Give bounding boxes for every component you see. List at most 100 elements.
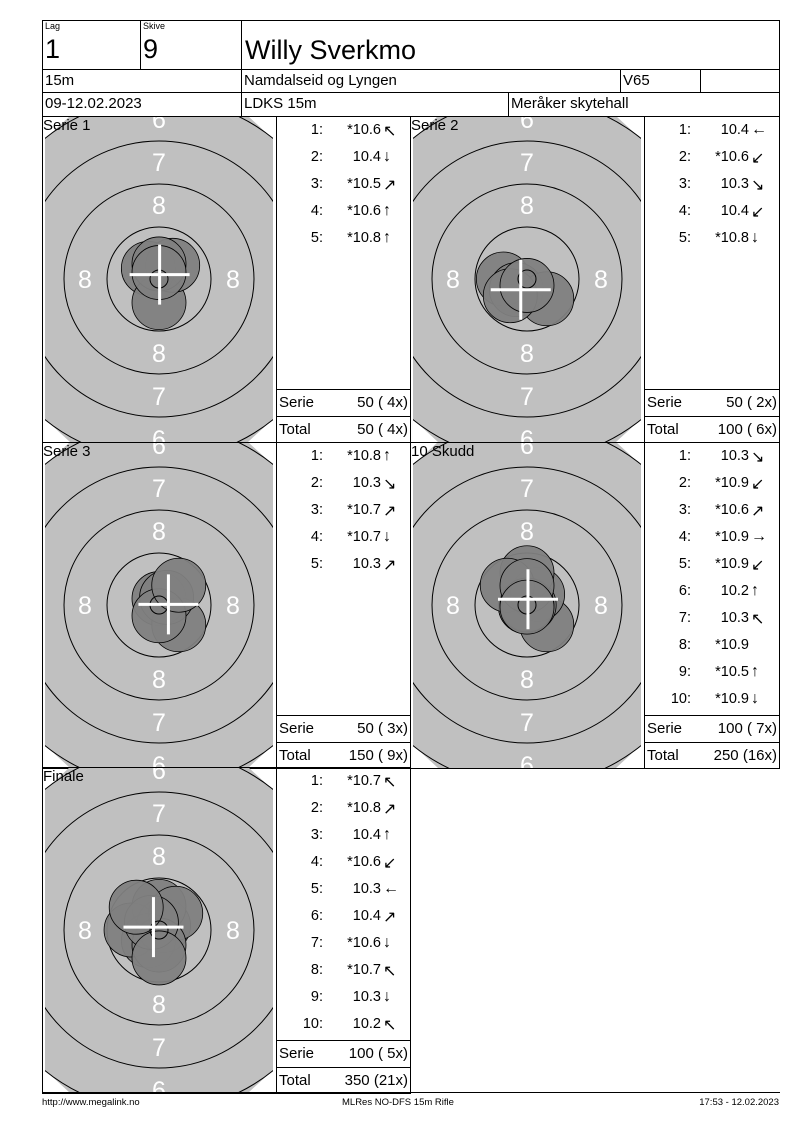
shot-row: 6: 10.4 ↗ xyxy=(277,908,411,928)
shot-row: 5: 10.3 ← xyxy=(277,880,411,901)
event: LDKS 15m xyxy=(244,95,317,112)
shot-score: *10.6 xyxy=(347,854,381,870)
total-value: 250 (16x) xyxy=(713,747,777,764)
shot-number: 4: xyxy=(310,529,323,545)
shot-number: 8: xyxy=(310,962,323,978)
shot-number: 4: xyxy=(310,854,323,870)
target-ring xyxy=(413,466,641,744)
shot-score: *10.8 xyxy=(347,800,381,816)
ring-number: 7 xyxy=(152,800,166,828)
shot-row: 7: 10.3 ↖ xyxy=(645,610,779,630)
event-cell: LDKS 15m xyxy=(241,92,509,117)
shot-number: 6: xyxy=(310,908,323,924)
target-svg: 8 8 8 8 7 7 6 6 xyxy=(413,117,641,443)
ring-number: 7 xyxy=(152,709,166,737)
shot-score: *10.7 xyxy=(347,773,381,789)
target-panel: Serie 3 8 8 8 8 7 7 6 6 xyxy=(42,442,277,769)
direction-arrow-icon: ↖ xyxy=(383,1017,397,1034)
distance: 15m xyxy=(45,72,75,89)
shot-row: 1: *10.7 ↖ xyxy=(277,773,411,793)
shot-number: 2: xyxy=(678,475,691,491)
ring-number: 8 xyxy=(446,266,460,294)
shot-number: 3: xyxy=(310,502,323,518)
shot-number: 3: xyxy=(310,176,323,192)
shot-score: 10.4 xyxy=(352,827,381,843)
footer-url[interactable]: http://www.megalink.no xyxy=(42,1097,140,1108)
shot-number: 7: xyxy=(678,610,691,626)
group-center-cross xyxy=(138,574,199,635)
ring-number: 8 xyxy=(520,192,534,220)
shot-score: 10.3 xyxy=(720,448,749,464)
shot-score: *10.9 xyxy=(715,691,749,707)
shot-row: 8: *10.7 ↖ xyxy=(277,962,411,982)
shot-number: 3: xyxy=(310,827,323,843)
date-cell: 09-12.02.2023 xyxy=(42,92,242,117)
shot-score: *10.9 xyxy=(715,529,749,545)
target-ring xyxy=(45,140,273,418)
serie-row: Serie 100 ( 7x) xyxy=(645,715,779,743)
direction-arrow-icon: ↑ xyxy=(383,229,391,246)
total-row: Total 150 ( 9x) xyxy=(277,742,410,770)
direction-arrow-icon: ↘ xyxy=(383,476,397,493)
total-row: Total 350 (21x) xyxy=(277,1067,410,1095)
shot-row: 9: *10.5 ↑ xyxy=(645,663,779,684)
target-ring xyxy=(474,226,580,332)
footer-timestamp: 17:53 - 12.02.2023 xyxy=(699,1097,779,1108)
shot-row: 6: 10.2 ↑ xyxy=(645,582,779,603)
shot-row: 5: *10.9 ↙ xyxy=(645,556,779,576)
shooter-name: Willy Sverkmo xyxy=(245,35,417,65)
target-ring xyxy=(431,183,623,375)
shot-number: 3: xyxy=(678,502,691,518)
ring-number: 6 xyxy=(152,443,166,460)
target-svg: 8 8 8 8 7 7 6 6 xyxy=(413,443,641,768)
shot-score: 10.3 xyxy=(352,989,381,1005)
total-value: 350 (21x) xyxy=(344,1072,408,1089)
ten-ring xyxy=(517,269,537,289)
panel-title: Serie 3 xyxy=(43,443,91,460)
target-panel: Serie 2 8 8 8 8 7 7 6 6 xyxy=(410,116,645,443)
direction-arrow-icon: ↙ xyxy=(751,476,765,493)
target-ring xyxy=(63,183,255,375)
ring-number: 8 xyxy=(152,843,166,871)
shot-number: 1: xyxy=(310,773,323,789)
skive-label: Skive xyxy=(143,21,166,31)
shot-row: 3: *10.5 ↗ xyxy=(277,176,411,196)
direction-arrow-icon: ↑ xyxy=(383,826,391,843)
serie-value: 50 ( 2x) xyxy=(726,394,777,411)
shot-number: 5: xyxy=(310,881,323,897)
direction-arrow-icon: ↗ xyxy=(383,503,397,520)
direction-arrow-icon: ↗ xyxy=(751,503,765,520)
lag-value: 1 xyxy=(45,34,61,64)
total-label: Total xyxy=(279,1072,311,1089)
ring-number: 6 xyxy=(520,443,534,460)
target-svg: 8 8 8 8 7 7 6 6 xyxy=(45,443,273,768)
shot-score: 10.3 xyxy=(352,556,381,572)
total-row: Total 50 ( 4x) xyxy=(277,416,410,444)
total-row: Total 100 ( 6x) xyxy=(645,416,779,444)
ring-number: 8 xyxy=(78,917,92,945)
shot-row: 5: *10.8 ↑ xyxy=(277,229,411,250)
ring-number: 6 xyxy=(520,426,534,443)
shot-score: *10.5 xyxy=(715,664,749,680)
direction-arrow-icon: ↑ xyxy=(383,447,391,464)
shot-row: 10: 10.2 ↖ xyxy=(277,1016,411,1036)
shot-list: 1: 10.4 ← 2: *10.6 ↙ 3: 10.3 ↘ 4: 10.4 ↙ 5: *10.8 ↓ Ser… xyxy=(644,116,780,443)
footer-divider xyxy=(42,1092,780,1093)
direction-arrow-icon: ← xyxy=(383,880,399,897)
group-center-cross xyxy=(497,569,558,630)
direction-arrow-icon: ↘ xyxy=(751,449,765,466)
shot-score: 10.2 xyxy=(720,583,749,599)
shot-row: 3: 10.4 ↑ xyxy=(277,826,411,847)
shot-score: 10.3 xyxy=(352,475,381,491)
shot-score: *10.7 xyxy=(347,502,381,518)
direction-arrow-icon: ↓ xyxy=(751,690,759,707)
shot-row: 1: *10.6 ↖ xyxy=(277,122,411,142)
target-ring xyxy=(431,509,623,701)
target-ring xyxy=(106,552,212,658)
shot-hole xyxy=(131,930,187,986)
direction-arrow-icon: ↑ xyxy=(383,202,391,219)
target-ring xyxy=(63,509,255,701)
venue: Meråker skytehall xyxy=(511,95,629,112)
ring-number: 8 xyxy=(226,592,240,620)
shot-score: *10.9 xyxy=(715,637,749,653)
